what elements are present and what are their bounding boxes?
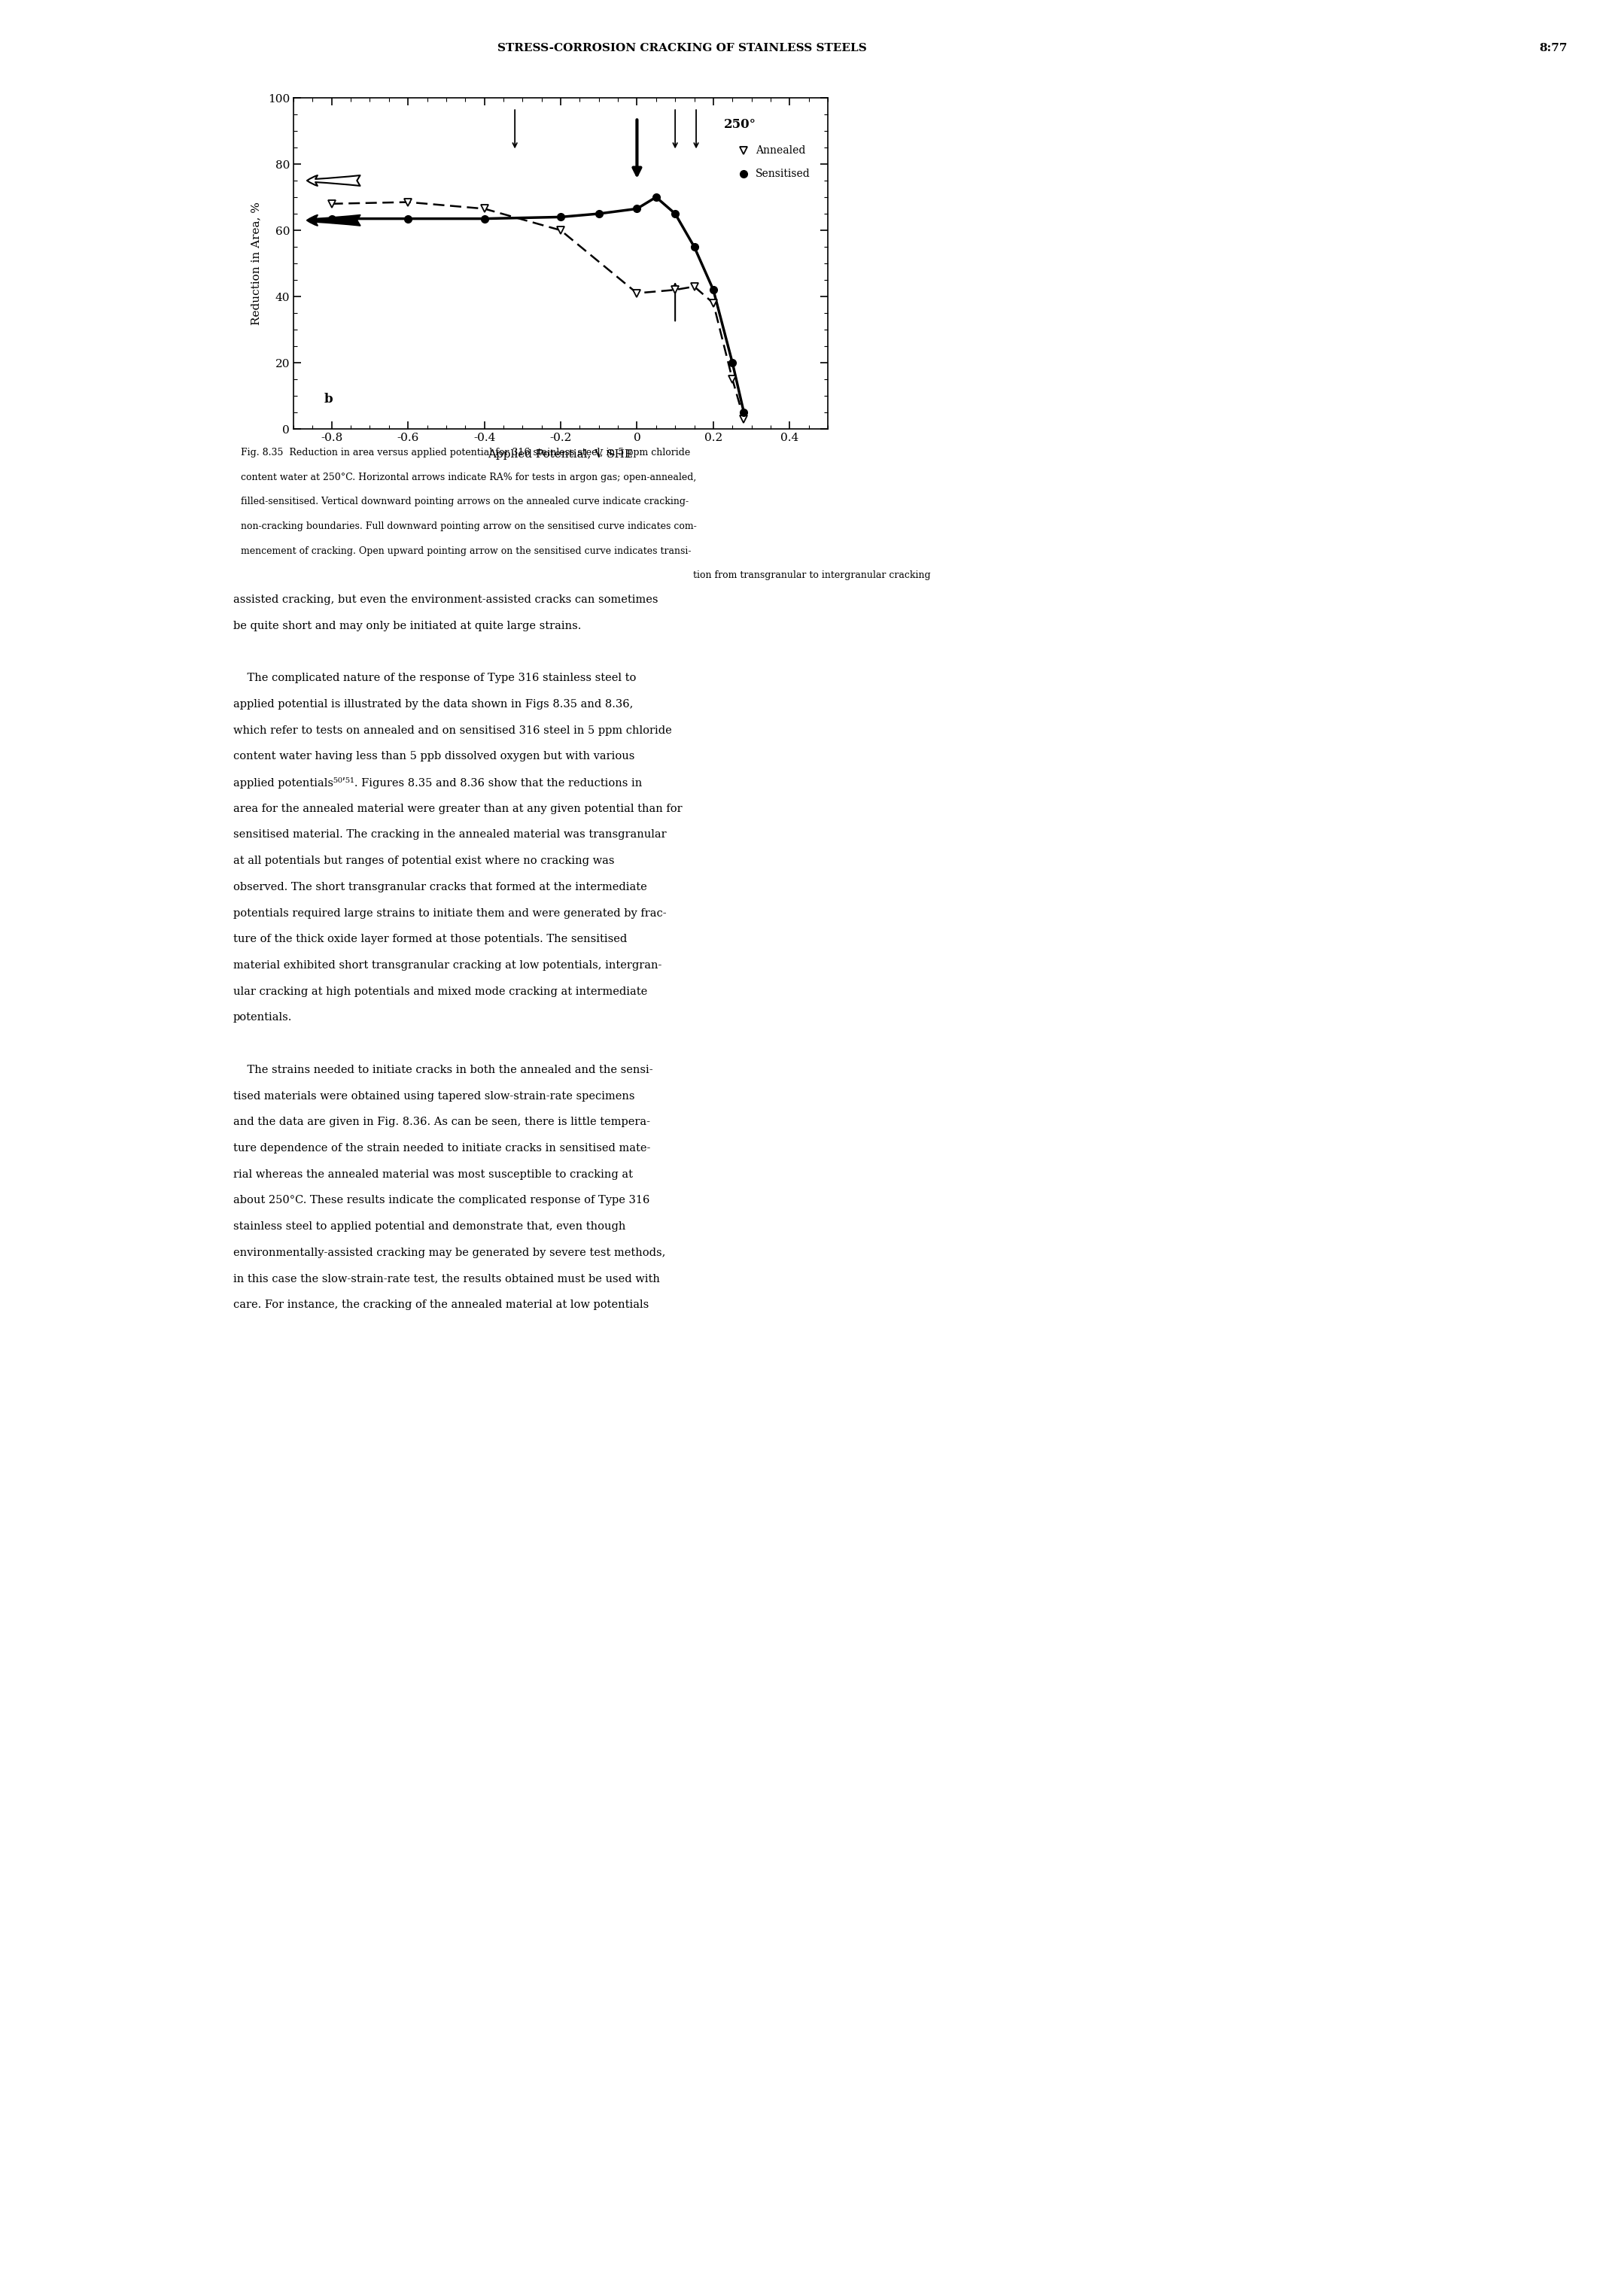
Text: stainless steel to applied potential and demonstrate that, even though: stainless steel to applied potential and… (234, 1222, 625, 1231)
Text: ular cracking at high potentials and mixed mode cracking at intermediate: ular cracking at high potentials and mix… (234, 986, 648, 997)
Text: environmentally-assisted cracking may be generated by severe test methods,: environmentally-assisted cracking may be… (234, 1247, 666, 1258)
Text: Fig. 8.35  Reduction in area versus applied potential for 316 stainless steel, i: Fig. 8.35 Reduction in area versus appli… (240, 447, 690, 458)
Text: The complicated nature of the response of Type 316 stainless steel to: The complicated nature of the response o… (234, 674, 637, 683)
Text: observed. The short transgranular cracks that formed at the intermediate: observed. The short transgranular cracks… (234, 882, 646, 892)
Text: which refer to tests on annealed and on sensitised 316 steel in 5 ppm chloride: which refer to tests on annealed and on … (234, 724, 672, 736)
Text: 250°: 250° (724, 117, 757, 131)
Text: rial whereas the annealed material was most susceptible to cracking at: rial whereas the annealed material was m… (234, 1169, 633, 1180)
Text: and the data are given in Fig. 8.36. As can be seen, there is little tempera-: and the data are given in Fig. 8.36. As … (234, 1116, 650, 1128)
Text: STRESS-CORROSION CRACKING OF STAINLESS STEELS: STRESS-CORROSION CRACKING OF STAINLESS S… (497, 44, 867, 53)
Text: mencement of cracking. Open upward pointing arrow on the sensitised curve indica: mencement of cracking. Open upward point… (240, 545, 692, 557)
Text: material exhibited short transgranular cracking at low potentials, intergran-: material exhibited short transgranular c… (234, 960, 661, 972)
Text: filled-sensitised. Vertical downward pointing arrows on the annealed curve indic: filled-sensitised. Vertical downward poi… (240, 497, 689, 507)
Text: applied potential is illustrated by the data shown in Figs 8.35 and 8.36,: applied potential is illustrated by the … (234, 699, 633, 711)
Text: 8:77: 8:77 (1540, 44, 1567, 53)
Text: care. For instance, the cracking of the annealed material at low potentials: care. For instance, the cracking of the … (234, 1300, 650, 1311)
Y-axis label: Reduction in Area, %: Reduction in Area, % (252, 202, 261, 325)
Text: non-cracking boundaries. Full downward pointing arrow on the sensitised curve in: non-cracking boundaries. Full downward p… (240, 523, 697, 532)
Text: content water at 250°C. Horizontal arrows indicate RA% for tests in argon gas; o: content water at 250°C. Horizontal arrow… (240, 472, 697, 481)
Text: about 250°C. These results indicate the complicated response of Type 316: about 250°C. These results indicate the … (234, 1194, 650, 1206)
Text: The strains needed to initiate cracks in both the annealed and the sensi-: The strains needed to initiate cracks in… (234, 1063, 653, 1075)
Text: assisted cracking, but even the environment-assisted cracks can sometimes: assisted cracking, but even the environm… (234, 594, 658, 605)
Text: potentials required large strains to initiate them and were generated by frac-: potentials required large strains to ini… (234, 908, 666, 919)
Text: be quite short and may only be initiated at quite large strains.: be quite short and may only be initiated… (234, 621, 581, 630)
Text: Sensitised: Sensitised (755, 170, 810, 179)
Text: tised materials were obtained using tapered slow-strain-rate specimens: tised materials were obtained using tape… (234, 1091, 635, 1100)
Text: applied potentials⁵⁰ʹ⁵¹. Figures 8.35 and 8.36 show that the reductions in: applied potentials⁵⁰ʹ⁵¹. Figures 8.35 an… (234, 777, 641, 788)
Text: sensitised material. The cracking in the annealed material was transgranular: sensitised material. The cracking in the… (234, 830, 666, 841)
Text: Annealed: Annealed (755, 144, 806, 156)
Text: ture of the thick oxide layer formed at those potentials. The sensitised: ture of the thick oxide layer formed at … (234, 935, 627, 944)
Text: in this case the slow-strain-rate test, the results obtained must be used with: in this case the slow-strain-rate test, … (234, 1274, 659, 1284)
Text: ture dependence of the strain needed to initiate cracks in sensitised mate-: ture dependence of the strain needed to … (234, 1144, 651, 1153)
X-axis label: Applied Potential, V SHE: Applied Potential, V SHE (489, 449, 633, 461)
Text: at all potentials but ranges of potential exist where no cracking was: at all potentials but ranges of potentia… (234, 855, 614, 866)
Text: area for the annealed material were greater than at any given potential than for: area for the annealed material were grea… (234, 804, 682, 814)
Text: content water having less than 5 ppb dissolved oxygen but with various: content water having less than 5 ppb dis… (234, 752, 635, 761)
Text: b: b (325, 392, 333, 406)
Text: tion from transgranular to intergranular cracking: tion from transgranular to intergranular… (693, 571, 931, 580)
Text: potentials.: potentials. (234, 1013, 292, 1022)
